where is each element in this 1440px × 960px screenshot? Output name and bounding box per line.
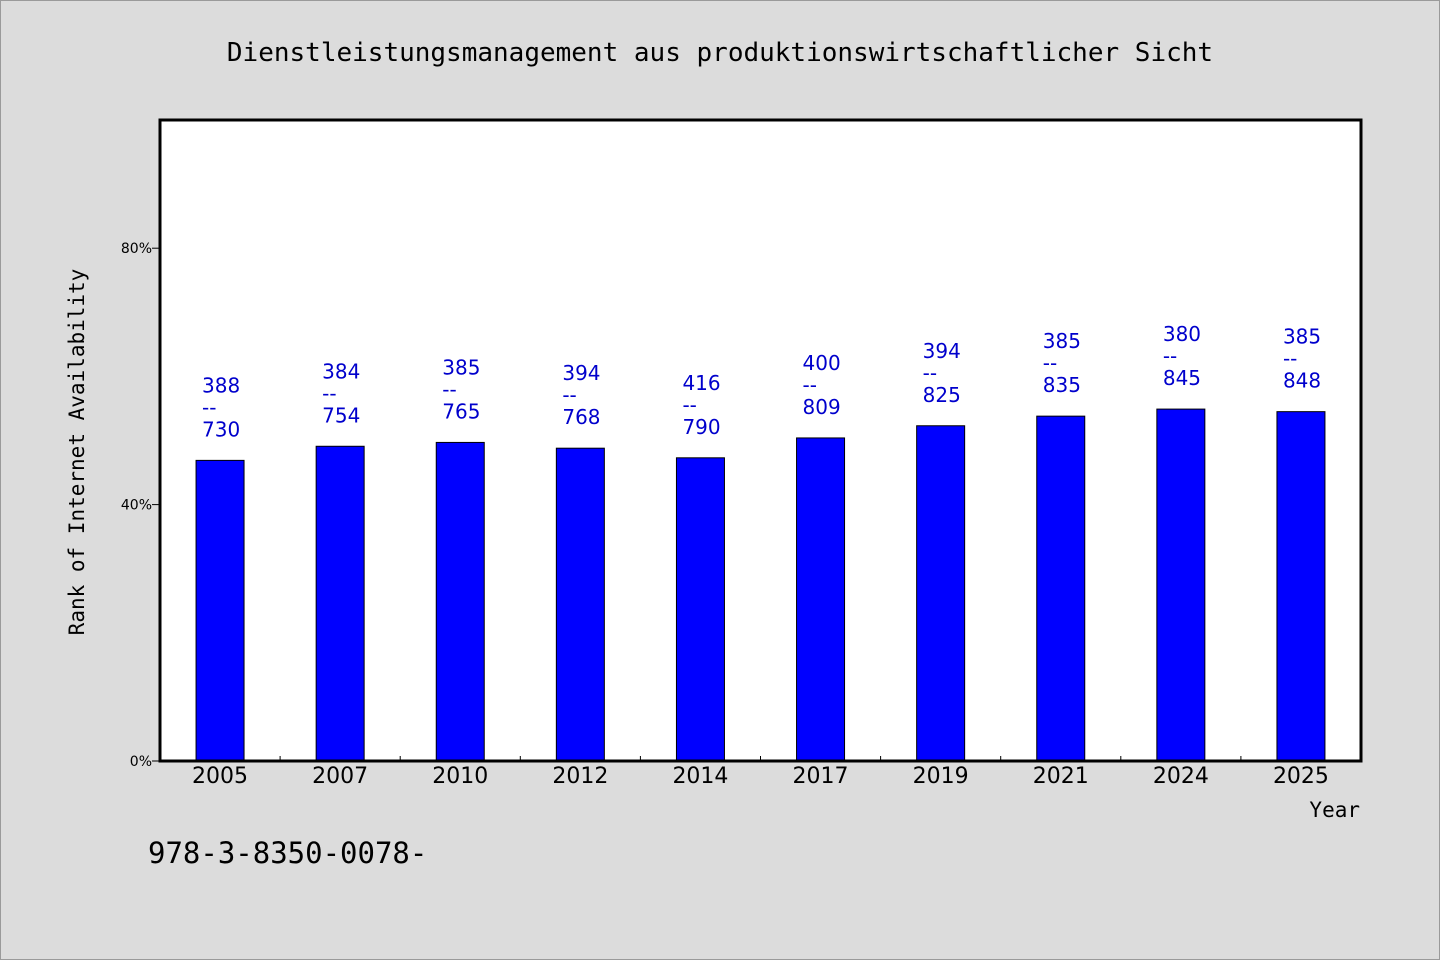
data-label-2007-line-2: --	[322, 381, 336, 405]
data-label-2025-line-1: 385	[1283, 325, 1321, 349]
data-label-2007-line-3: 754	[322, 403, 360, 427]
x-tick-label-2012: 2012	[552, 764, 608, 789]
bars-group	[195, 408, 1326, 762]
x-tick-label-2014: 2014	[672, 764, 728, 789]
bar-2012	[555, 447, 605, 762]
data-label-2007-line-1: 384	[322, 359, 360, 383]
data-labels-group: 388--730384--754385--765394--768416--790…	[202, 322, 1321, 441]
x-axis: 2005 2007 2010 2012 2014 2017 2019 2021 2024 2025	[192, 756, 1329, 789]
data-label-2010-line-2: --	[442, 377, 456, 401]
bar-2025	[1276, 411, 1326, 762]
y-tick-label-40: 40%	[121, 498, 152, 514]
bar-2010	[435, 441, 485, 762]
y-axis-label: Rank of Internet Availability	[65, 269, 89, 636]
data-label-2025-line-3: 848	[1283, 369, 1321, 393]
data-label-2010-line-3: 765	[442, 399, 480, 423]
x-tick-label-2010: 2010	[432, 764, 488, 789]
data-label-2021-line-3: 835	[1043, 373, 1081, 397]
data-label-2024-line-2: --	[1163, 344, 1177, 368]
data-label-2019-line-1: 394	[923, 339, 961, 363]
data-label-2025-line-2: --	[1283, 347, 1297, 371]
data-label-2012-line-3: 768	[562, 405, 600, 429]
data-label-2021-line-1: 385	[1043, 329, 1081, 353]
x-tick-label-2005: 2005	[192, 764, 248, 789]
bar-2024	[1156, 408, 1206, 762]
data-label-2010-line-1: 385	[442, 355, 480, 379]
data-label-2014-line-3: 790	[682, 415, 720, 439]
bar-2014	[675, 457, 725, 762]
footnote: 978-3-8350-0078-	[148, 836, 427, 870]
chart-title: Dienstleistungsmanagement aus produktion…	[227, 38, 1213, 68]
data-label-2024-line-3: 845	[1163, 366, 1201, 390]
y-axis: 0% 40% 80%	[121, 241, 160, 770]
bar-2017	[796, 437, 846, 762]
x-tick-label-2019: 2019	[913, 764, 969, 789]
data-label-2014-line-1: 416	[682, 371, 720, 395]
data-label-2005-line-2: --	[202, 395, 216, 419]
data-label-2024-line-1: 380	[1163, 322, 1201, 346]
x-tick-label-2017: 2017	[793, 764, 849, 789]
bar-2019	[916, 425, 966, 762]
x-axis-label: Year	[1309, 798, 1360, 822]
y-tick-label-80: 80%	[121, 241, 152, 257]
data-label-2019-line-2: --	[923, 361, 937, 385]
bar-2007	[315, 445, 365, 762]
bar-2005	[195, 459, 245, 762]
y-tick-label-0: 0%	[130, 754, 152, 770]
x-tick-label-2024: 2024	[1153, 764, 1209, 789]
data-label-2012-line-1: 394	[562, 361, 600, 385]
bar-2021	[1036, 415, 1086, 762]
data-label-2021-line-2: --	[1043, 351, 1057, 375]
data-label-2017-line-3: 809	[803, 395, 841, 419]
data-label-2017-line-2: --	[803, 373, 817, 397]
data-label-2017-line-1: 400	[803, 351, 841, 375]
plot-border	[158, 118, 1363, 763]
data-label-2005-line-3: 730	[202, 417, 240, 441]
data-label-2019-line-3: 825	[923, 383, 961, 407]
data-label-2005-line-1: 388	[202, 373, 240, 397]
x-tick-label-2025: 2025	[1273, 764, 1329, 789]
x-tick-label-2007: 2007	[312, 764, 368, 789]
data-label-2012-line-2: --	[562, 383, 576, 407]
data-label-2014-line-2: --	[682, 393, 696, 417]
x-tick-label-2021: 2021	[1033, 764, 1089, 789]
